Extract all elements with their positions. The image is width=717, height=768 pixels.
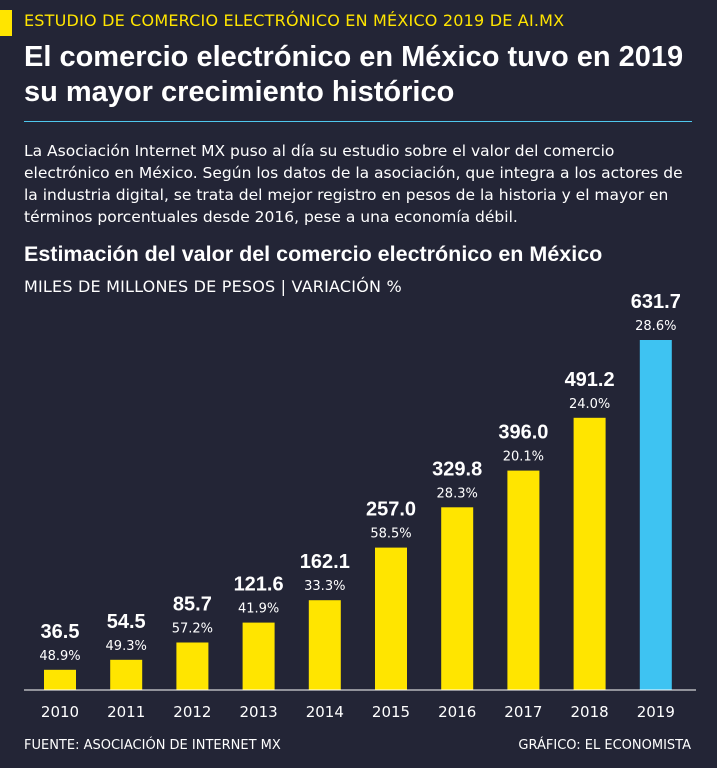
headline: El comercio electrónico en México tuvo e… bbox=[24, 41, 684, 108]
value-label-2019: 631.7 bbox=[631, 291, 681, 313]
value-label-2015: 257.0 bbox=[366, 499, 416, 521]
source-note: FUENTE: ASOCIACIÓN DE INTERNET MX bbox=[24, 738, 281, 753]
credit-note: GRÁFICO: EL ECONOMISTA bbox=[518, 738, 691, 753]
intro-paragraph: La Asociación Internet MX puso al día su… bbox=[24, 142, 683, 226]
change-label-2019: 28.6% bbox=[635, 319, 676, 334]
x-tick-2011: 2011 bbox=[107, 703, 145, 721]
chart-subtitle: MILES DE MILLONES DE PESOS | VARIACIÓN % bbox=[24, 277, 402, 296]
x-tick-2019: 2019 bbox=[637, 703, 675, 721]
x-tick-2010: 2010 bbox=[41, 703, 79, 721]
chart-title: Estimación del valor del comercio electr… bbox=[24, 242, 603, 266]
x-tick-2015: 2015 bbox=[372, 703, 410, 721]
x-tick-2014: 2014 bbox=[306, 703, 344, 721]
change-label-2014: 33.3% bbox=[304, 579, 345, 594]
x-tick-2016: 2016 bbox=[438, 703, 476, 721]
x-tick-2018: 2018 bbox=[571, 703, 609, 721]
bar-2017 bbox=[507, 470, 540, 690]
bar-2013 bbox=[242, 622, 275, 690]
value-label-2017: 396.0 bbox=[498, 422, 548, 444]
change-label-2015: 58.5% bbox=[370, 527, 411, 542]
bar-2012 bbox=[176, 642, 209, 690]
value-label-2010: 36.5 bbox=[41, 621, 80, 643]
headline-divider bbox=[24, 121, 692, 122]
bar-2014 bbox=[308, 600, 341, 690]
value-label-2012: 85.7 bbox=[173, 594, 212, 616]
change-label-2017: 20.1% bbox=[503, 450, 544, 465]
bar-2016 bbox=[441, 507, 474, 690]
change-label-2013: 41.9% bbox=[238, 602, 279, 617]
bar-2018 bbox=[573, 417, 606, 690]
bar-2015 bbox=[375, 547, 407, 690]
change-label-2010: 48.9% bbox=[39, 649, 80, 664]
change-label-2011: 49.3% bbox=[106, 639, 147, 654]
value-label-2014: 162.1 bbox=[300, 551, 350, 573]
change-label-2018: 24.0% bbox=[569, 397, 610, 412]
x-tick-2012: 2012 bbox=[173, 703, 211, 721]
kicker-label: ESTUDIO DE COMERCIO ELECTRÓNICO EN MÉXIC… bbox=[24, 11, 565, 30]
value-label-2016: 329.8 bbox=[432, 458, 482, 480]
bar-2011 bbox=[110, 659, 143, 690]
value-label-2013: 121.6 bbox=[234, 574, 284, 596]
bar-2019 bbox=[639, 340, 672, 690]
value-label-2018: 491.2 bbox=[565, 369, 615, 391]
bar-2010 bbox=[44, 669, 76, 690]
x-tick-2013: 2013 bbox=[240, 703, 278, 721]
change-label-2016: 28.3% bbox=[437, 486, 478, 501]
kicker-accent-bar bbox=[0, 10, 12, 36]
bars-group: 36.5 48.9% 2010 54.5 49.3% 2011 85.7 57.2% 2012 1… bbox=[39, 291, 680, 721]
x-tick-2017: 2017 bbox=[504, 703, 542, 721]
value-label-2011: 54.5 bbox=[107, 611, 146, 633]
change-label-2012: 57.2% bbox=[172, 622, 213, 637]
